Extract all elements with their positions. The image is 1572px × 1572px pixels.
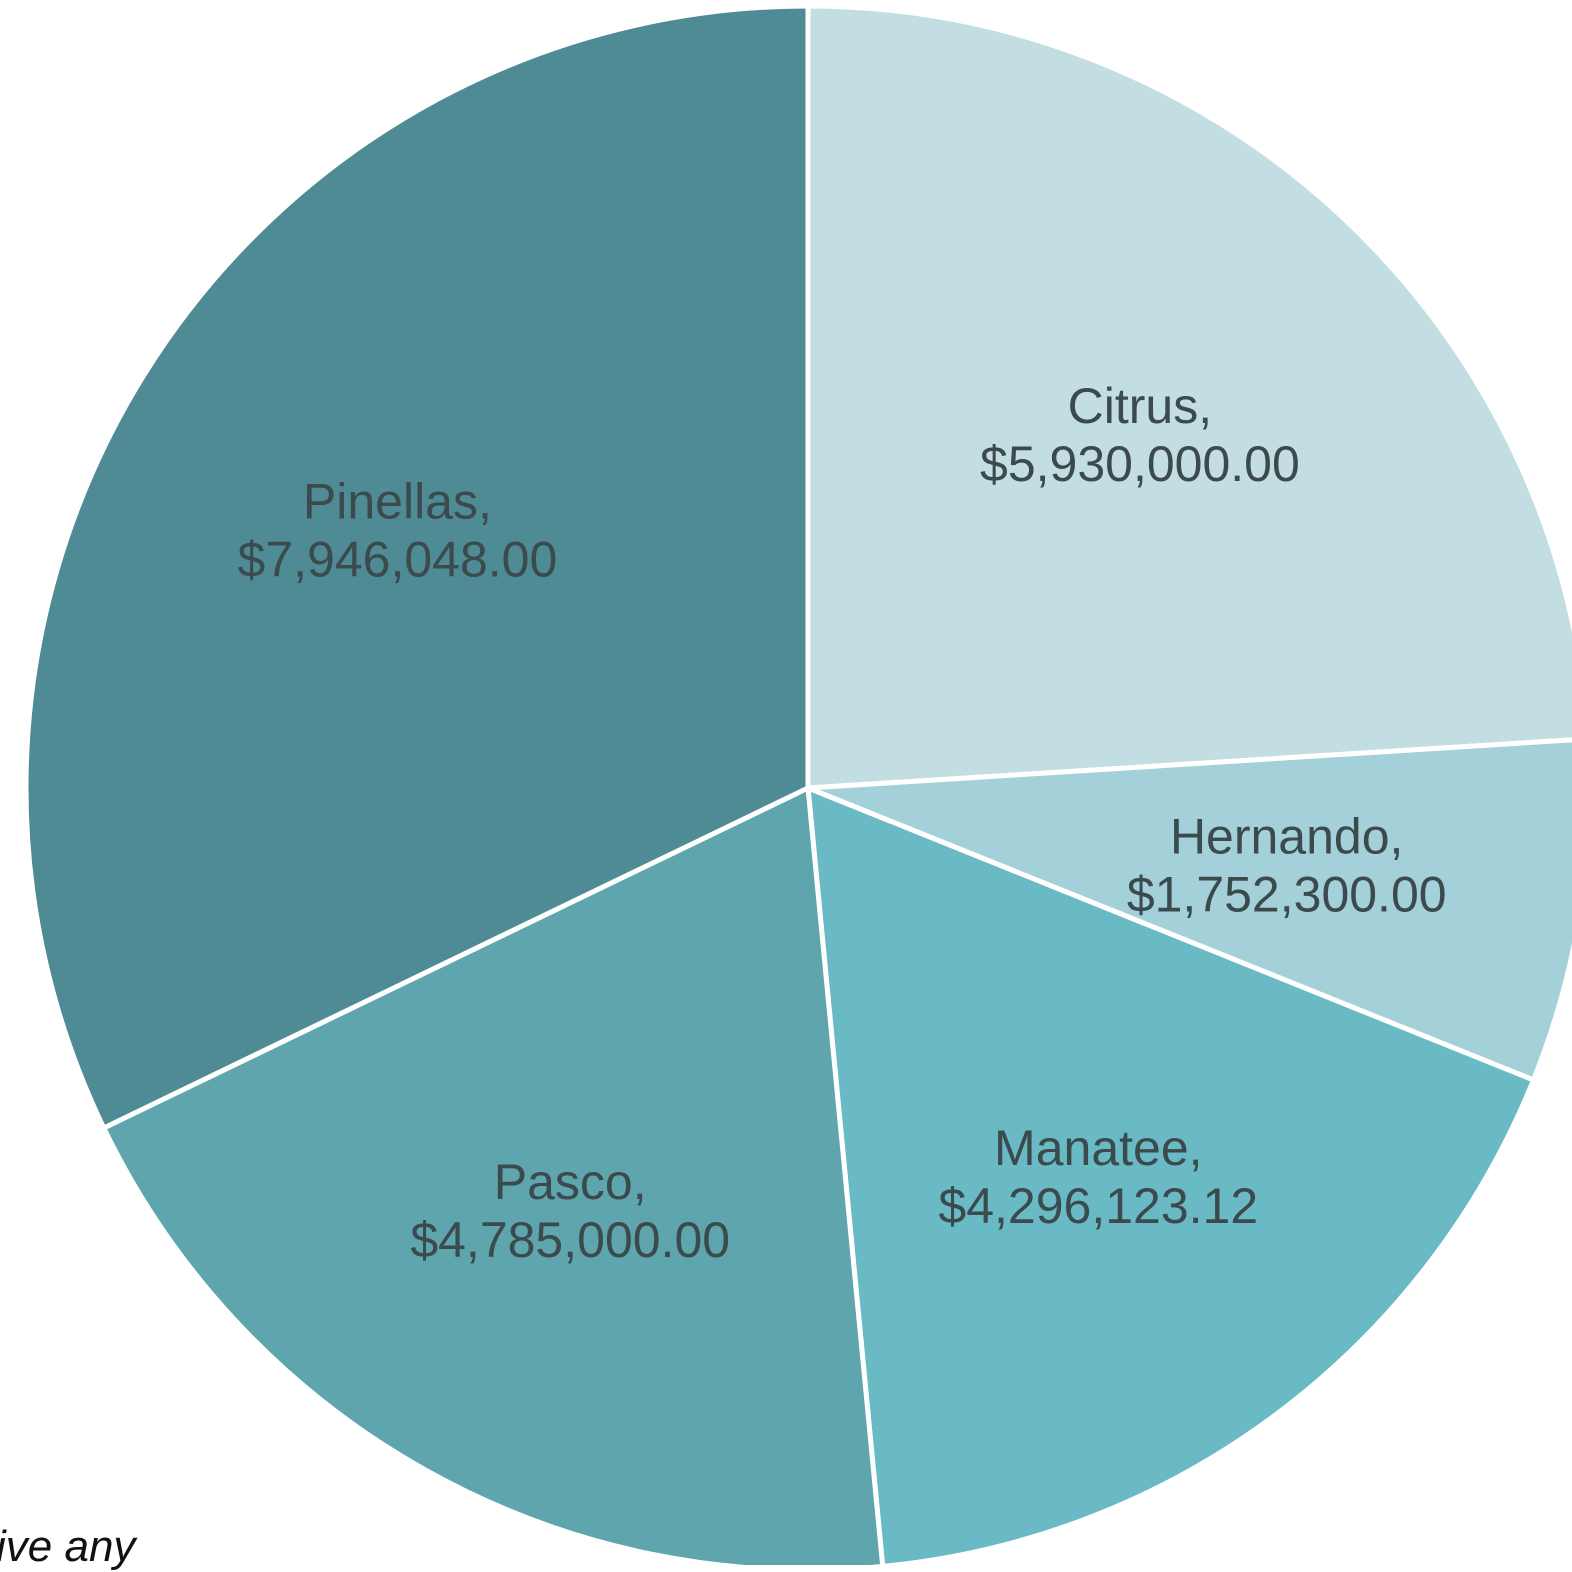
pie-label-pinellas: Pinellas, $7,946,048.00 <box>238 474 558 588</box>
pie-label-category: Pinellas, <box>303 474 492 530</box>
pie-slice-pinellas <box>23 3 811 1131</box>
clipped-body-text: ive any <box>0 1522 136 1571</box>
pie-slice-hernando <box>805 737 1572 1083</box>
pie-label-category: Manatee, <box>994 1120 1202 1176</box>
pie-label-value: $4,296,123.12 <box>938 1178 1258 1234</box>
pie-slice-manatee <box>805 785 1536 1569</box>
pie-label-manatee: Manatee, $4,296,123.12 <box>938 1120 1258 1234</box>
pie-label-category: Hernando, <box>1170 809 1404 865</box>
pie-label-citrus: Citrus, $5,930,000.00 <box>980 378 1300 492</box>
pie-slices <box>23 3 1572 1572</box>
pie-label-value: $7,946,048.00 <box>238 532 558 588</box>
pie-label-value: $4,785,000.00 <box>410 1212 730 1268</box>
pie-slice-citrus <box>805 3 1572 791</box>
pie-label-hernando: Hernando, $1,752,300.00 <box>1127 809 1447 923</box>
pie-label-category: Citrus, <box>1068 378 1212 434</box>
pie-labels: Citrus, $5,930,000.00 Hernando, $1,752,300.… <box>238 378 1447 1268</box>
pie-label-pasco: Pasco, $4,785,000.00 <box>410 1154 730 1268</box>
pie-label-value: $1,752,300.00 <box>1127 867 1447 923</box>
pie-label-category: Pasco, <box>494 1154 647 1210</box>
pie-label-value: $5,930,000.00 <box>980 436 1300 492</box>
